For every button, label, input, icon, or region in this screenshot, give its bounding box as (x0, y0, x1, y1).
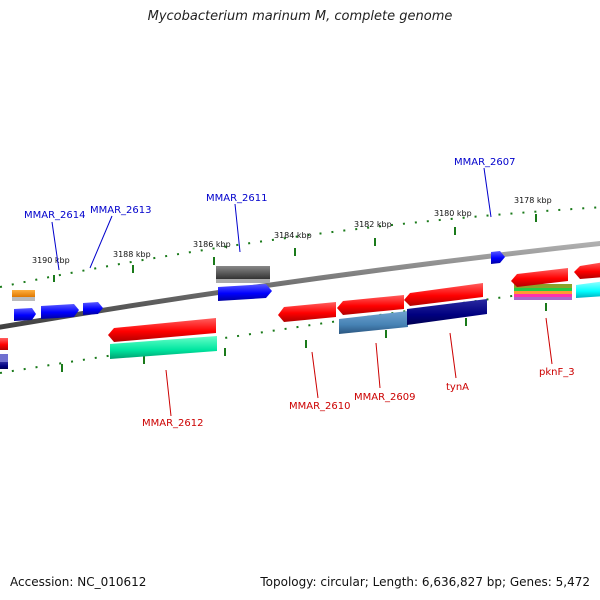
label-mmar-2609: MMAR_2609 (354, 392, 416, 403)
genome-summary-text: Topology: circular; Length: 6,636,827 bp… (260, 575, 590, 589)
gene-purple-left-edge (0, 354, 8, 362)
label-pknf3: pknF_3 (539, 367, 575, 378)
gene-mmar-2609-red (337, 295, 404, 315)
leader-mmar-2614 (51, 221, 60, 271)
label-mmar-2613: MMAR_2613 (90, 205, 152, 216)
forward-genes (12, 251, 600, 321)
gene-navy-left-edge (0, 362, 8, 369)
leader-mmar-2610 (311, 351, 319, 399)
gene-red-left-edge (0, 338, 8, 350)
gene-mmar-2613 (83, 302, 103, 315)
gene-mmar-2612-teal (110, 336, 217, 359)
outer-scale (0, 206, 600, 288)
scale-label-3178: 3178 kbp (514, 196, 552, 205)
leader-mmar-2607 (483, 167, 492, 218)
leader-mmar-2609 (375, 342, 381, 389)
leader-tyna (449, 332, 457, 379)
gene-red-right-edge (574, 262, 600, 279)
inner-scale-dots (0, 282, 600, 374)
gene-gray-top-shadow (216, 279, 270, 283)
gene-gray-top (216, 266, 270, 279)
label-mmar-2612: MMAR_2612 (142, 418, 204, 429)
scale-label-3188: 3188 kbp (113, 250, 151, 259)
label-mmar-2607: MMAR_2607 (454, 157, 516, 168)
outer-major-ticks (53, 214, 537, 282)
gene-cyan-right (576, 281, 600, 298)
gene-stripe-olive (514, 284, 572, 288)
label-mmar-2614: MMAR_2614 (24, 210, 86, 221)
map-title: Mycobacterium marinum M, complete genome (147, 9, 453, 24)
leader-pknf3 (545, 317, 553, 365)
leader-lines-reverse (165, 317, 553, 417)
scale-label-3184: 3184 kbp (274, 231, 312, 240)
gene-blue-left (14, 308, 36, 321)
genome-backbone (0, 241, 600, 330)
gene-mmar-2607 (491, 251, 505, 264)
label-tyna: tynA (446, 382, 469, 393)
label-mmar-2610: MMAR_2610 (289, 401, 351, 412)
leader-mmar-2611 (234, 203, 241, 253)
gene-mmar-2610 (278, 302, 336, 322)
leader-lines-forward (51, 167, 492, 271)
inner-major-ticks (61, 303, 547, 372)
gene-stripe-orange (514, 291, 572, 294)
label-mmar-2611: MMAR_2611 (206, 193, 268, 204)
gene-mmar-2611 (218, 284, 272, 301)
accession-text: Accession: NC_010612 (10, 575, 147, 589)
inner-scale (0, 282, 600, 374)
outer-scale-dots (0, 206, 600, 288)
reverse-genes (0, 262, 600, 369)
gene-pknf3 (511, 268, 568, 287)
scale-label-3186: 3186 kbp (193, 240, 231, 249)
gene-stripe-purple (514, 297, 572, 300)
leader-mmar-2612 (165, 369, 172, 417)
leader-mmar-2613 (89, 215, 113, 269)
scale-label-3180: 3180 kbp (434, 209, 472, 218)
gene-mmar-2612-red (108, 318, 216, 342)
scale-label-3182: 3182 kbp (354, 220, 392, 229)
gene-orange-left (12, 290, 35, 297)
gene-mmar-2614 (41, 304, 79, 319)
gene-tyna-red (404, 283, 483, 306)
gene-mmar-2609-steel (339, 311, 408, 334)
scale-label-3190: 3190 kbp (32, 256, 70, 265)
gene-gray-left (12, 297, 35, 301)
gene-stripe-green (514, 288, 572, 291)
gene-stripe-magenta (514, 294, 572, 297)
gene-tyna-navy (407, 299, 487, 325)
